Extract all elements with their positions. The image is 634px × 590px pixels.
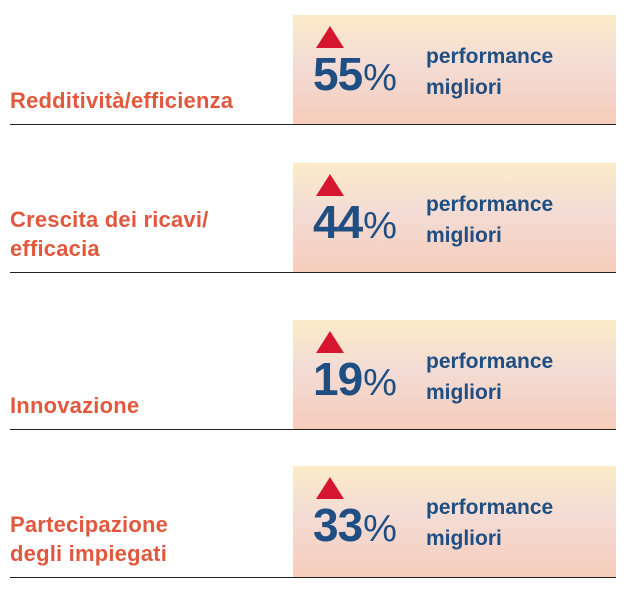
metric-label-line: Crescita dei ricavi/ <box>10 207 209 232</box>
percent-sign: % <box>363 362 397 404</box>
metric-value: 55 <box>313 48 363 100</box>
percent-sign: % <box>363 57 397 99</box>
metric-value-box: 44% performance migliori <box>293 163 616 272</box>
metric-description-line: migliori <box>426 527 502 550</box>
row-divider <box>10 272 616 273</box>
row-divider <box>10 124 616 125</box>
metric-label: Innovazione <box>10 391 280 420</box>
metric-percentage: 55% <box>313 49 397 111</box>
metric-value-box: 55% performance migliori <box>293 15 616 124</box>
metric-description: performance migliori <box>426 41 553 103</box>
metric-description: performance migliori <box>426 346 553 408</box>
metric-percentage: 33% <box>313 500 397 562</box>
metric-value: 44 <box>313 196 363 248</box>
metric-label-line: Partecipazione <box>10 512 169 537</box>
metric-row-innovation: Innovazione 19% performance migliori <box>10 320 616 430</box>
metric-label: Crescita dei ricavi/ efficacia <box>10 205 280 263</box>
metric-description-line: performance <box>426 193 554 216</box>
metric-description: performance migliori <box>426 189 553 251</box>
metric-value-box: 19% performance migliori <box>293 320 616 429</box>
metric-value: 19 <box>313 353 363 405</box>
metric-label-line: degli impiegati <box>10 541 168 566</box>
up-triangle-icon <box>316 477 344 499</box>
metric-description: performance migliori <box>426 492 553 554</box>
metric-row-revenue-growth: Crescita dei ricavi/ efficacia 44% perfo… <box>10 163 616 273</box>
metric-description-line: migliori <box>426 381 502 404</box>
metric-row-employee-engagement: Partecipazione degli impiegati 33% perfo… <box>10 466 616 578</box>
row-divider <box>10 577 616 578</box>
percent-sign: % <box>363 205 397 247</box>
up-triangle-icon <box>316 174 344 196</box>
metric-description-line: performance <box>426 45 554 68</box>
metric-description-line: performance <box>426 496 554 519</box>
metric-description-line: migliori <box>426 224 502 247</box>
metric-label-line: Redditività/efficienza <box>10 88 234 113</box>
metric-label-line: efficacia <box>10 236 100 261</box>
metric-percentage: 19% <box>313 354 397 416</box>
metric-value: 33 <box>313 499 363 551</box>
metric-description-line: performance <box>426 350 554 373</box>
metric-percentage: 44% <box>313 197 397 259</box>
metric-description-line: migliori <box>426 76 502 99</box>
up-triangle-icon <box>316 331 344 353</box>
metric-label: Redditività/efficienza <box>10 86 280 115</box>
metric-label: Partecipazione degli impiegati <box>10 510 280 568</box>
up-triangle-icon <box>316 26 344 48</box>
metric-row-profitability: Redditività/efficienza 55% performance m… <box>10 15 616 125</box>
row-divider <box>10 429 616 430</box>
percent-sign: % <box>363 508 397 550</box>
metric-value-box: 33% performance migliori <box>293 466 616 577</box>
metric-label-line: Innovazione <box>10 393 140 418</box>
